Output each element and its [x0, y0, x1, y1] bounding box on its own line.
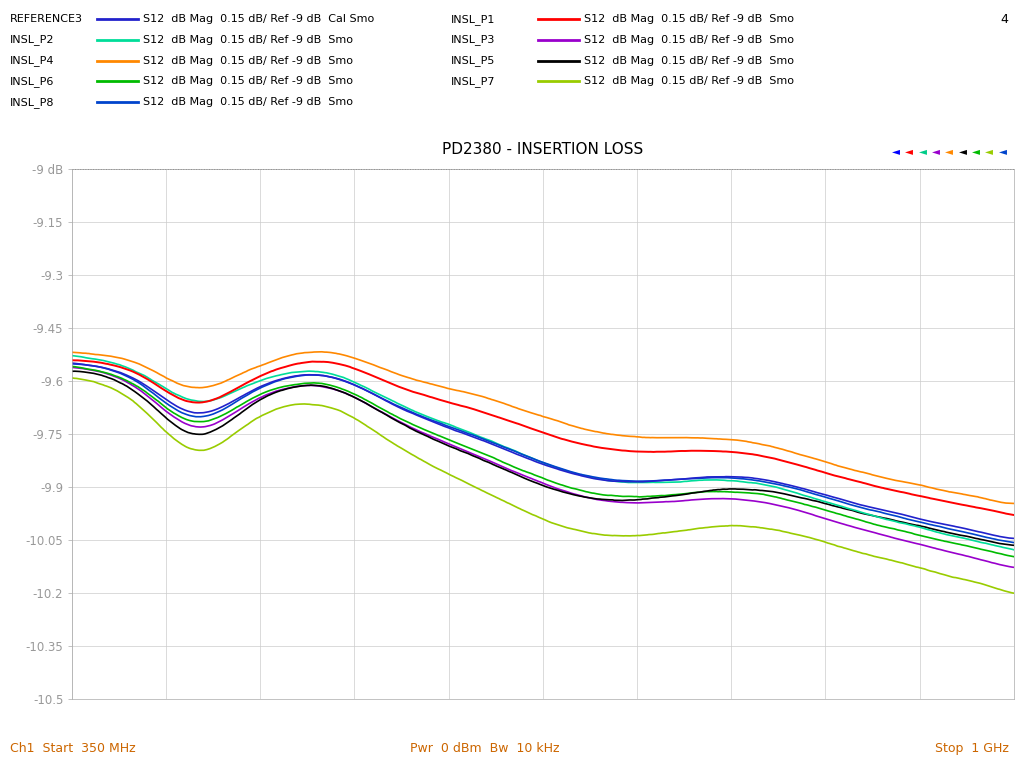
Text: INSL_P5: INSL_P5 [451, 55, 495, 66]
Text: Ch1  Start  350 MHz: Ch1 Start 350 MHz [10, 743, 136, 755]
Text: INSL_P8: INSL_P8 [10, 97, 54, 108]
Text: ◄: ◄ [919, 146, 927, 157]
Text: 4: 4 [1000, 13, 1009, 25]
Text: ◄: ◄ [932, 146, 940, 157]
Text: ◄: ◄ [905, 146, 913, 157]
Text: S12  dB Mag  0.15 dB/ Ref -9 dB  Smo: S12 dB Mag 0.15 dB/ Ref -9 dB Smo [584, 76, 794, 87]
Text: ◄: ◄ [998, 146, 1007, 157]
Text: INSL_P7: INSL_P7 [451, 76, 495, 87]
Text: INSL_P1: INSL_P1 [451, 14, 495, 25]
Text: ◄: ◄ [892, 146, 900, 157]
Text: INSL_P3: INSL_P3 [451, 35, 495, 45]
Text: S12  dB Mag  0.15 dB/ Ref -9 dB  Smo: S12 dB Mag 0.15 dB/ Ref -9 dB Smo [584, 55, 794, 66]
Text: S12  dB Mag  0.15 dB/ Ref -9 dB  Smo: S12 dB Mag 0.15 dB/ Ref -9 dB Smo [143, 76, 353, 87]
Text: ◄: ◄ [985, 146, 993, 157]
Text: INSL_P4: INSL_P4 [10, 55, 54, 66]
Text: REFERENCE3: REFERENCE3 [10, 14, 83, 25]
Text: ◄: ◄ [958, 146, 967, 157]
Text: S12  dB Mag  0.15 dB/ Ref -9 dB  Cal Smo: S12 dB Mag 0.15 dB/ Ref -9 dB Cal Smo [143, 14, 375, 25]
Text: Stop  1 GHz: Stop 1 GHz [935, 743, 1009, 755]
Text: S12  dB Mag  0.15 dB/ Ref -9 dB  Smo: S12 dB Mag 0.15 dB/ Ref -9 dB Smo [584, 14, 794, 25]
Text: PD2380 - INSERTION LOSS: PD2380 - INSERTION LOSS [442, 142, 643, 157]
Text: S12  dB Mag  0.15 dB/ Ref -9 dB  Smo: S12 dB Mag 0.15 dB/ Ref -9 dB Smo [584, 35, 794, 45]
Text: ◄: ◄ [945, 146, 953, 157]
Text: S12  dB Mag  0.15 dB/ Ref -9 dB  Smo: S12 dB Mag 0.15 dB/ Ref -9 dB Smo [143, 97, 353, 108]
Text: INSL_P6: INSL_P6 [10, 76, 54, 87]
Text: ◄: ◄ [972, 146, 980, 157]
Text: S12  dB Mag  0.15 dB/ Ref -9 dB  Smo: S12 dB Mag 0.15 dB/ Ref -9 dB Smo [143, 55, 353, 66]
Text: S12  dB Mag  0.15 dB/ Ref -9 dB  Smo: S12 dB Mag 0.15 dB/ Ref -9 dB Smo [143, 35, 353, 45]
Text: Pwr  0 dBm  Bw  10 kHz: Pwr 0 dBm Bw 10 kHz [410, 743, 559, 755]
Text: INSL_P2: INSL_P2 [10, 35, 54, 45]
